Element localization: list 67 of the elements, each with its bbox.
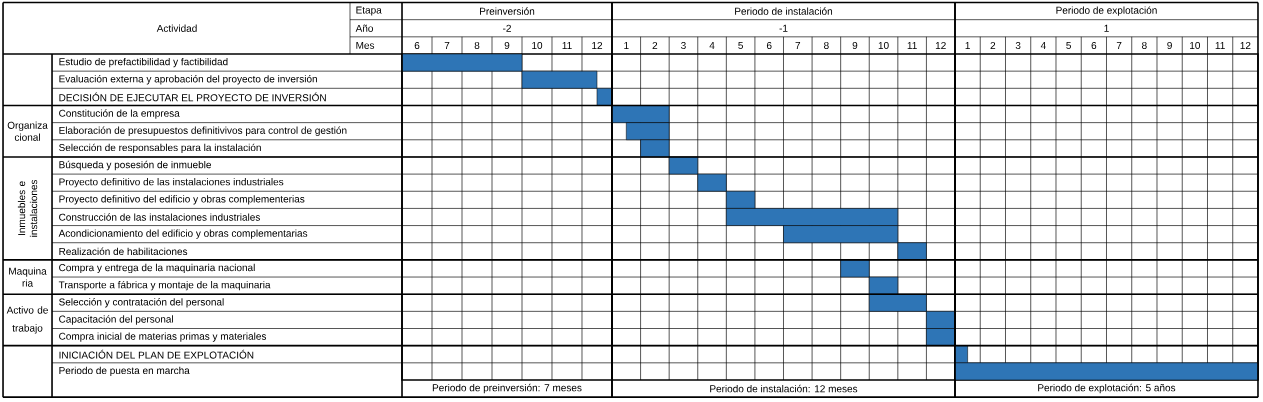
y-tick-label: Construcción de las instalaciones industriales	[59, 213, 260, 221]
chart-subtitle: -1	[779, 24, 788, 32]
text: Organiza cional	[7, 121, 48, 141]
x-tick-label: 12	[592, 41, 603, 49]
x-tick-label: 10	[878, 41, 889, 50]
x-tick-label: 8	[474, 41, 480, 50]
y-tick-label: Compra y entrega de la maquinaria nacional	[59, 263, 255, 274]
text: Maquina ria	[9, 267, 47, 287]
y-tick-label: Estudio de prefactibilidad y factibilidad	[59, 57, 228, 68]
x-tick-label: 3	[1015, 41, 1021, 50]
y-tick-label: Elaboración de presupuestos definitivivos para control de gestión	[59, 126, 347, 136]
x-tick-label: 7	[444, 42, 450, 49]
chart-subtitle: 1	[1104, 24, 1109, 32]
text: Año	[355, 24, 373, 32]
text: Mes	[356, 41, 375, 49]
y-tick-label: DECISIÓN DE EJECUTAR EL PROYECTO DE INVERSIÓN	[59, 92, 326, 102]
y-tick-label: Proyecto definitivo del edificio y obras complementerias	[59, 195, 305, 205]
x-tick-label: 5	[1066, 41, 1071, 49]
y-tick-label: Periodo de puesta en marcha	[59, 366, 190, 377]
chart-title: Periodo de instalación	[735, 7, 833, 15]
x-tick-label: 2	[990, 41, 996, 49]
y-tick-label: Evaluación externa y aprobación del proyecto de inversión	[59, 75, 317, 85]
x-tick-label: 7	[1116, 42, 1122, 49]
y-tick-label: Acondicionamiento del edificio y obras complementarias	[58, 229, 308, 239]
x-tick-label: 3	[681, 41, 686, 50]
x-tick-label: 5	[738, 41, 743, 49]
text: Inmuebles e instalaciones	[17, 179, 38, 237]
x-tick-label: 8	[824, 41, 829, 50]
x-tick-label: 1	[965, 42, 970, 49]
x-tick-label: 11	[1215, 42, 1225, 49]
y-tick-label: Selección de responsables para la instalación	[59, 143, 261, 154]
x-tick-label: 8	[1142, 41, 1147, 50]
x-tick-label: 9	[1167, 41, 1172, 50]
y-tick-label: INICIACIÓN DEL PLAN DE EXPLOTACIÓN	[59, 349, 254, 359]
y-tick-label: Capacitación del personal	[59, 315, 173, 325]
x-tick-label: 6	[414, 41, 420, 50]
x-tick-label: 10	[532, 41, 543, 50]
text: Activo de trabajo	[6, 306, 48, 334]
text: Periodo de explotación: 5 años	[1038, 383, 1176, 394]
y-tick-label: Constitución de la empresa	[59, 109, 180, 119]
text: Periodo de instalación: 12 meses	[710, 384, 858, 393]
y-tick-label: Selección y contratación del personal	[59, 298, 224, 308]
x-tick-label: 6	[1091, 41, 1097, 50]
x-tick-label: 1	[624, 42, 629, 49]
x-tick-label: 9	[504, 41, 510, 50]
y-tick-label: Transporte a fábrica y montaje de la maquinaria	[58, 280, 271, 291]
x-tick-label: 4	[709, 42, 715, 49]
text: Actividad	[156, 24, 197, 32]
x-tick-label: 4	[1040, 42, 1046, 49]
x-tick-label: 11	[562, 42, 572, 49]
y-tick-label: Búsqueda y posesión de inmueble	[59, 160, 212, 171]
x-tick-label: 2	[652, 41, 658, 49]
text: Periodo de preinversión: 7 meses	[432, 383, 582, 394]
y-tick-label: Proyecto definitivo de las instalaciones industriales	[59, 178, 284, 188]
chart-title: Periodo de explotación	[1056, 6, 1157, 16]
x-tick-label: 12	[1240, 41, 1251, 49]
y-tick-label: Compra inicial de materias primas y materiales	[59, 332, 267, 342]
x-tick-label: 7	[795, 42, 801, 49]
x-tick-label: 9	[852, 41, 858, 50]
x-tick-label: 12	[935, 41, 946, 49]
x-tick-label: 11	[907, 42, 917, 49]
text: Etapa	[356, 6, 382, 16]
x-tick-label: 6	[766, 41, 772, 50]
y-tick-label: Realización de habilitaciones	[59, 247, 188, 256]
chart-subtitle: -2	[503, 24, 511, 32]
x-tick-label: 10	[1190, 41, 1201, 50]
chart-title: Preinversión	[480, 7, 535, 15]
